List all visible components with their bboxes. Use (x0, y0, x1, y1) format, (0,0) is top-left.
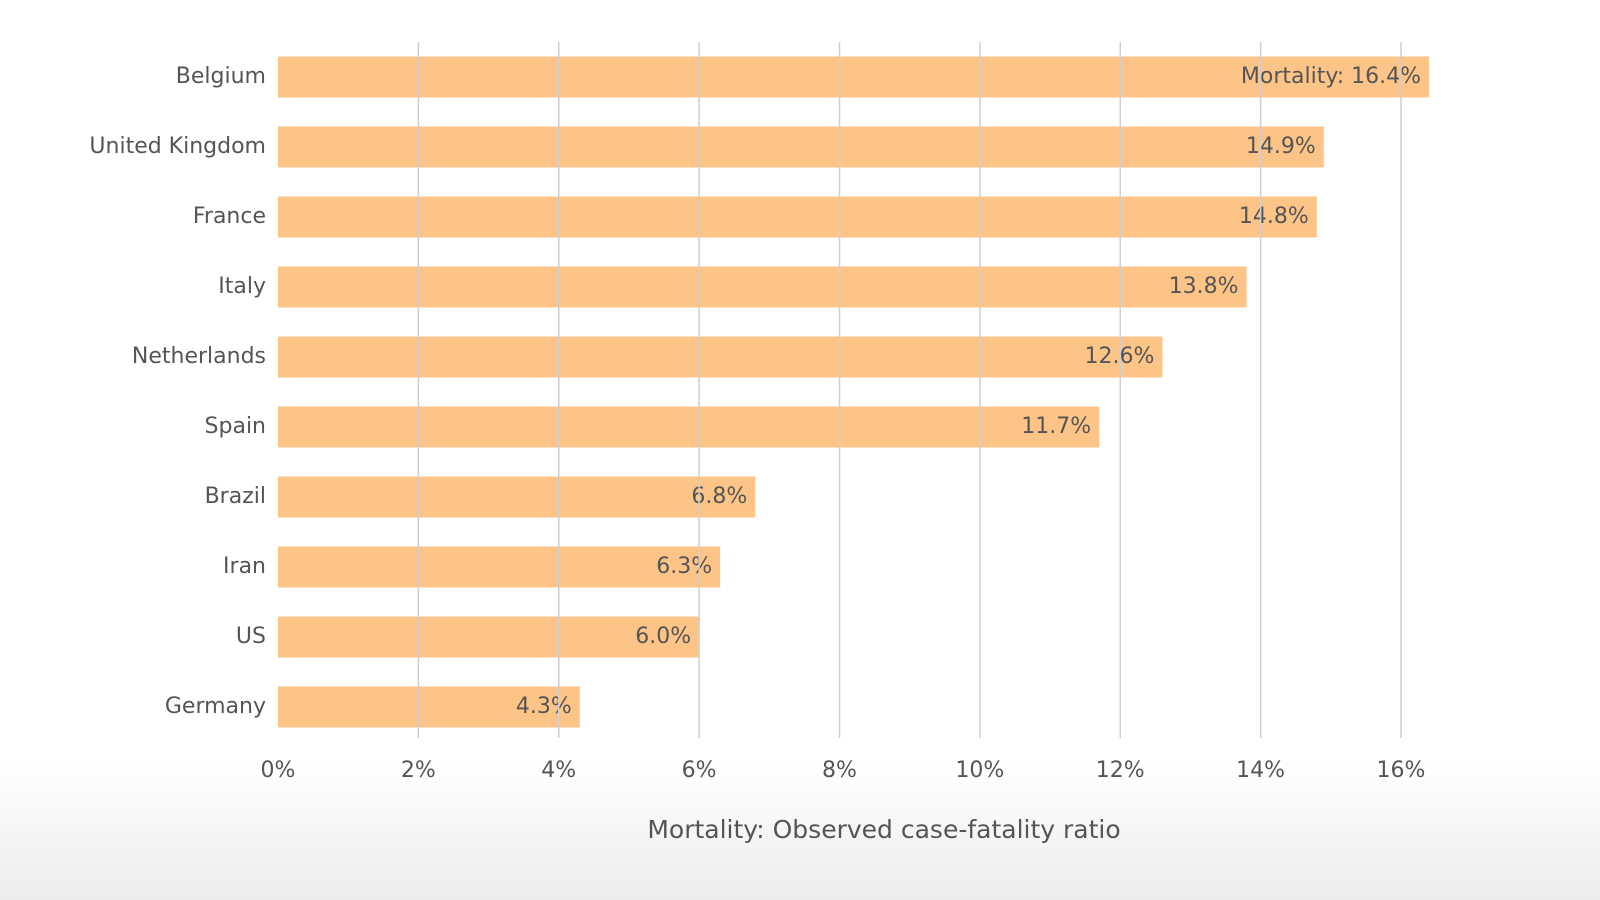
bar (278, 406, 1100, 448)
value-label: 6.3% (656, 554, 712, 579)
bar (278, 56, 1430, 98)
bar (278, 336, 1163, 378)
y-tick-label: Belgium (176, 64, 266, 89)
value-label: 6.0% (635, 624, 691, 649)
y-tick-label: Netherlands (132, 344, 266, 369)
y-tick-label: Spain (205, 414, 266, 439)
value-label: 6.8% (691, 484, 747, 509)
bar (278, 196, 1317, 238)
y-tick-label: France (193, 204, 266, 229)
y-tick-label: Brazil (205, 484, 266, 509)
value-label: 12.6% (1084, 344, 1154, 369)
y-tick-label: Italy (218, 274, 266, 299)
value-label: 14.8% (1239, 204, 1309, 229)
y-tick-label: Germany (165, 694, 266, 719)
value-label: Mortality: 16.4% (1241, 64, 1421, 89)
bar (278, 126, 1324, 168)
bar (278, 616, 700, 658)
x-tick-label: 2% (401, 758, 436, 783)
bar (278, 686, 580, 728)
x-tick-label: 8% (822, 758, 857, 783)
bar (278, 266, 1247, 308)
bar (278, 476, 756, 518)
x-tick-label: 16% (1377, 758, 1426, 783)
value-label: 4.3% (516, 694, 572, 719)
x-tick-label: 0% (261, 758, 296, 783)
x-tick-label: 4% (541, 758, 576, 783)
x-tick-label: 10% (955, 758, 1004, 783)
value-label: 11.7% (1021, 414, 1091, 439)
x-tick-label: 12% (1096, 758, 1145, 783)
x-axis-label: Mortality: Observed case-fatality ratio (647, 815, 1120, 844)
bar (278, 546, 721, 588)
y-tick-label: United Kingdom (89, 134, 266, 159)
value-label: 13.8% (1169, 274, 1239, 299)
x-tick-label: 14% (1236, 758, 1285, 783)
x-tick-label: 6% (682, 758, 717, 783)
y-tick-label: Iran (223, 554, 266, 579)
y-tick-label: US (236, 624, 266, 649)
value-label: 14.9% (1246, 134, 1316, 159)
